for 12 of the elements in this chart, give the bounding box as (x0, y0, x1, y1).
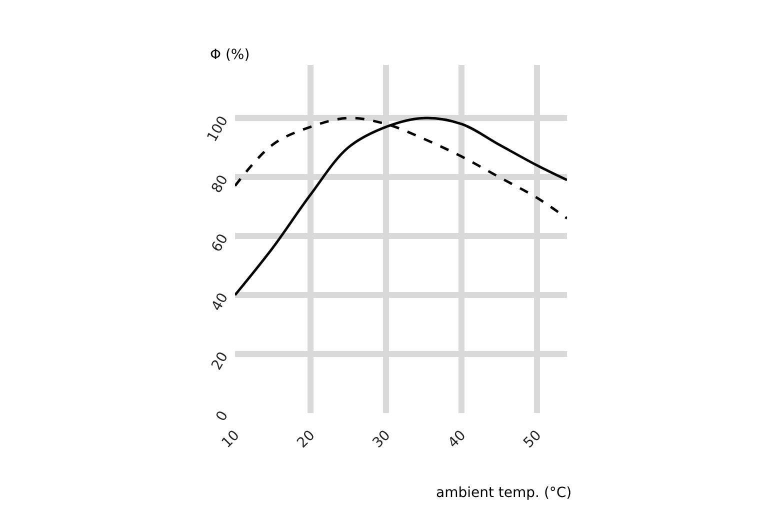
x-axis-title: ambient temp. (°C) (436, 485, 572, 501)
y-axis-title: Φ (%) (210, 47, 250, 63)
x-tick-label: 20 (294, 427, 318, 452)
y-tick-label: 20 (208, 349, 232, 373)
x-tick-label: 40 (445, 427, 470, 452)
x-tick-label: 50 (520, 427, 545, 452)
y-tick-label: 0 (213, 408, 232, 424)
y-tick-label: 40 (208, 290, 232, 314)
x-tick-label: 10 (218, 427, 243, 452)
x-tick-label: 30 (370, 427, 394, 452)
y-tick-label: 60 (208, 231, 232, 255)
y-tick-label: 80 (208, 172, 232, 196)
